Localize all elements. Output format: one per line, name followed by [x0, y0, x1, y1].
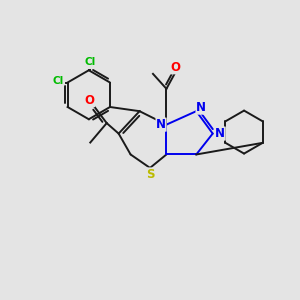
- Text: N: N: [196, 101, 206, 114]
- Text: Cl: Cl: [52, 76, 64, 86]
- Text: Cl: Cl: [85, 57, 96, 67]
- Text: N: N: [156, 118, 166, 131]
- Text: N: N: [215, 127, 225, 140]
- Text: O: O: [170, 61, 180, 74]
- Text: O: O: [85, 94, 95, 106]
- Text: S: S: [146, 168, 154, 181]
